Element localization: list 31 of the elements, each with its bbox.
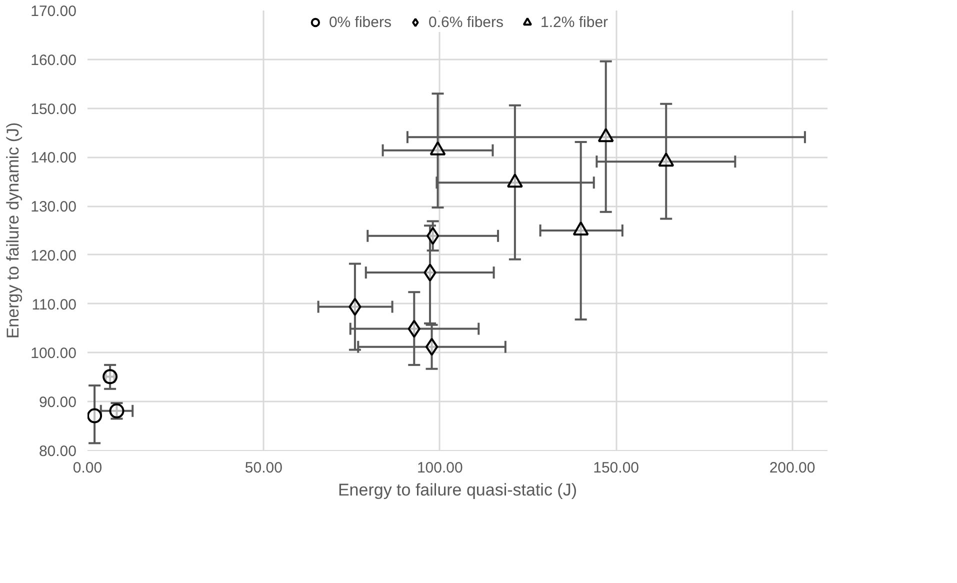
- point: [348, 298, 362, 316]
- point: [426, 226, 440, 245]
- point: [598, 128, 614, 142]
- point: [430, 141, 446, 156]
- point: [658, 152, 674, 167]
- point: [572, 221, 589, 236]
- x-tick-label: 200.00: [769, 460, 816, 476]
- legend-label: 1.2% fiber: [540, 14, 608, 30]
- y-axis-title: Energy to failure dynamic (J): [4, 122, 23, 339]
- y-tick-label: 160.00: [30, 52, 77, 69]
- y-tick-label: 140.00: [30, 150, 77, 167]
- y-tick-label: 120.00: [30, 247, 77, 264]
- x-tick-label: 150.00: [593, 460, 640, 476]
- y-tick-label: 170.00: [30, 3, 77, 20]
- y-tick-label: 90.00: [38, 394, 77, 412]
- y-tick-label: 130.00: [30, 198, 77, 216]
- y-tick-label: 110.00: [32, 296, 76, 314]
- legend-label: 0.6% fibers: [428, 14, 504, 30]
- x-tick-label: 50.00: [244, 460, 282, 476]
- point: [408, 320, 420, 338]
- point: [425, 338, 438, 356]
- x-axis-title: Energy to failure quasi-static (J): [338, 480, 578, 500]
- y-tick-label: 80.00: [38, 443, 77, 460]
- point: [424, 264, 436, 282]
- point: [506, 174, 523, 188]
- legend-label: 0% fibers: [328, 14, 392, 30]
- x-tick-label: 0.00: [72, 460, 102, 476]
- x-tick-label: 100.00: [416, 460, 463, 476]
- y-tick-label: 100.00: [30, 345, 77, 362]
- point: [88, 408, 102, 424]
- y-tick-label: 150.00: [30, 100, 77, 118]
